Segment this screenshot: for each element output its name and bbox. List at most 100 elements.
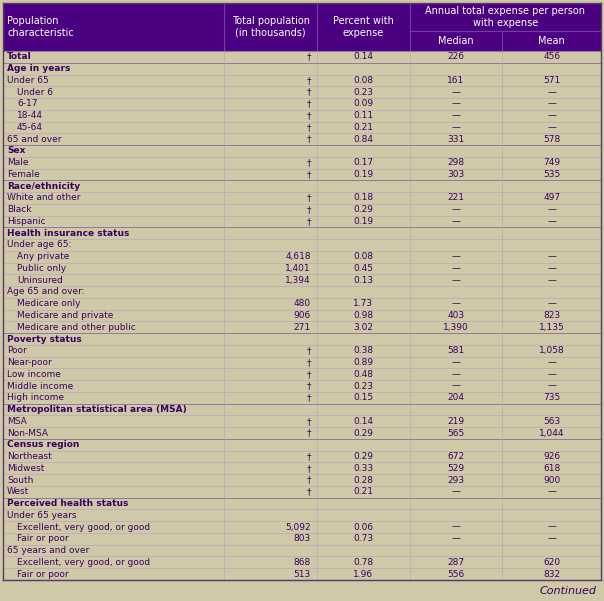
- Text: †: †: [306, 99, 311, 108]
- Text: 1,135: 1,135: [539, 323, 565, 332]
- Text: 0.13: 0.13: [353, 276, 373, 285]
- Text: —: —: [451, 252, 460, 261]
- Text: 556: 556: [448, 570, 464, 579]
- Bar: [3, 486, 601, 498]
- Text: Any private: Any private: [17, 252, 69, 261]
- Text: 204: 204: [448, 393, 464, 402]
- Bar: [3, 87, 601, 98]
- Text: 0.14: 0.14: [353, 417, 373, 426]
- Text: 0.33: 0.33: [353, 464, 373, 473]
- Bar: [3, 557, 601, 568]
- Bar: [3, 227, 601, 239]
- Text: 0.38: 0.38: [353, 346, 373, 355]
- Bar: [3, 356, 601, 368]
- Text: —: —: [451, 382, 460, 391]
- Text: 926: 926: [543, 452, 561, 461]
- Text: 287: 287: [448, 558, 464, 567]
- Text: †: †: [306, 382, 311, 391]
- Text: 480: 480: [294, 299, 311, 308]
- Text: —: —: [451, 523, 460, 532]
- Text: Perceived health status: Perceived health status: [7, 499, 129, 508]
- Text: 331: 331: [448, 135, 464, 144]
- Text: 0.15: 0.15: [353, 393, 373, 402]
- Text: Race/ethnicity: Race/ethnicity: [7, 182, 80, 191]
- Text: †: †: [306, 123, 311, 132]
- Text: —: —: [451, 123, 460, 132]
- Text: †: †: [306, 76, 311, 85]
- Text: †: †: [306, 170, 311, 179]
- Text: †: †: [306, 358, 311, 367]
- Text: 565: 565: [448, 429, 464, 438]
- Bar: [3, 157, 601, 168]
- Text: Under 65 years: Under 65 years: [7, 511, 77, 520]
- Bar: [3, 110, 601, 121]
- Text: 618: 618: [543, 464, 561, 473]
- Text: 0.14: 0.14: [353, 52, 373, 61]
- Bar: [3, 3, 601, 51]
- Text: Health insurance status: Health insurance status: [7, 229, 129, 238]
- Text: 735: 735: [543, 393, 561, 402]
- Text: 161: 161: [448, 76, 464, 85]
- Text: Female: Female: [7, 170, 40, 179]
- Text: Excellent, very good, or good: Excellent, very good, or good: [17, 558, 150, 567]
- Text: Northeast: Northeast: [7, 452, 52, 461]
- Text: 672: 672: [448, 452, 464, 461]
- Text: South: South: [7, 475, 33, 484]
- Bar: [3, 439, 601, 451]
- Text: 0.84: 0.84: [353, 135, 373, 144]
- Text: †: †: [306, 417, 311, 426]
- Text: 0.17: 0.17: [353, 158, 373, 167]
- Bar: [3, 263, 601, 274]
- Text: 581: 581: [448, 346, 464, 355]
- Text: Fair or poor: Fair or poor: [17, 570, 69, 579]
- Text: 823: 823: [543, 311, 561, 320]
- Bar: [3, 145, 601, 157]
- Text: 0.29: 0.29: [353, 205, 373, 214]
- Text: 0.11: 0.11: [353, 111, 373, 120]
- Text: 0.23: 0.23: [353, 88, 373, 97]
- Text: —: —: [547, 276, 556, 285]
- Bar: [3, 121, 601, 133]
- Bar: [3, 286, 601, 298]
- Text: 226: 226: [448, 52, 464, 61]
- Text: †: †: [306, 135, 311, 144]
- Text: 1,044: 1,044: [539, 429, 564, 438]
- Text: —: —: [451, 88, 460, 97]
- Text: —: —: [547, 299, 556, 308]
- Text: †: †: [306, 217, 311, 226]
- Text: Age in years: Age in years: [7, 64, 71, 73]
- Text: 0.19: 0.19: [353, 170, 373, 179]
- Text: 0.18: 0.18: [353, 194, 373, 203]
- Text: †: †: [306, 464, 311, 473]
- Text: 271: 271: [294, 323, 311, 332]
- Text: 803: 803: [294, 534, 311, 543]
- Bar: [3, 462, 601, 474]
- Text: †: †: [306, 370, 311, 379]
- Text: Poor: Poor: [7, 346, 27, 355]
- Bar: [3, 75, 601, 87]
- Text: —: —: [451, 217, 460, 226]
- Text: 0.98: 0.98: [353, 311, 373, 320]
- Bar: [3, 533, 601, 545]
- Bar: [3, 510, 601, 521]
- Text: Black: Black: [7, 205, 31, 214]
- Text: 298: 298: [448, 158, 464, 167]
- Bar: [3, 521, 601, 533]
- Bar: [3, 345, 601, 356]
- Text: 1.73: 1.73: [353, 299, 373, 308]
- Bar: [3, 63, 601, 75]
- Text: 529: 529: [448, 464, 464, 473]
- Text: 0.89: 0.89: [353, 358, 373, 367]
- Text: —: —: [547, 123, 556, 132]
- Bar: [3, 98, 601, 110]
- Text: 403: 403: [448, 311, 464, 320]
- Text: †: †: [306, 487, 311, 496]
- Text: 0.21: 0.21: [353, 487, 373, 496]
- Text: 563: 563: [543, 417, 561, 426]
- Text: White and other: White and other: [7, 194, 80, 203]
- Text: —: —: [547, 205, 556, 214]
- Text: Sex: Sex: [7, 147, 25, 156]
- Text: Continued: Continued: [540, 586, 597, 596]
- Bar: [3, 451, 601, 462]
- Text: —: —: [451, 358, 460, 367]
